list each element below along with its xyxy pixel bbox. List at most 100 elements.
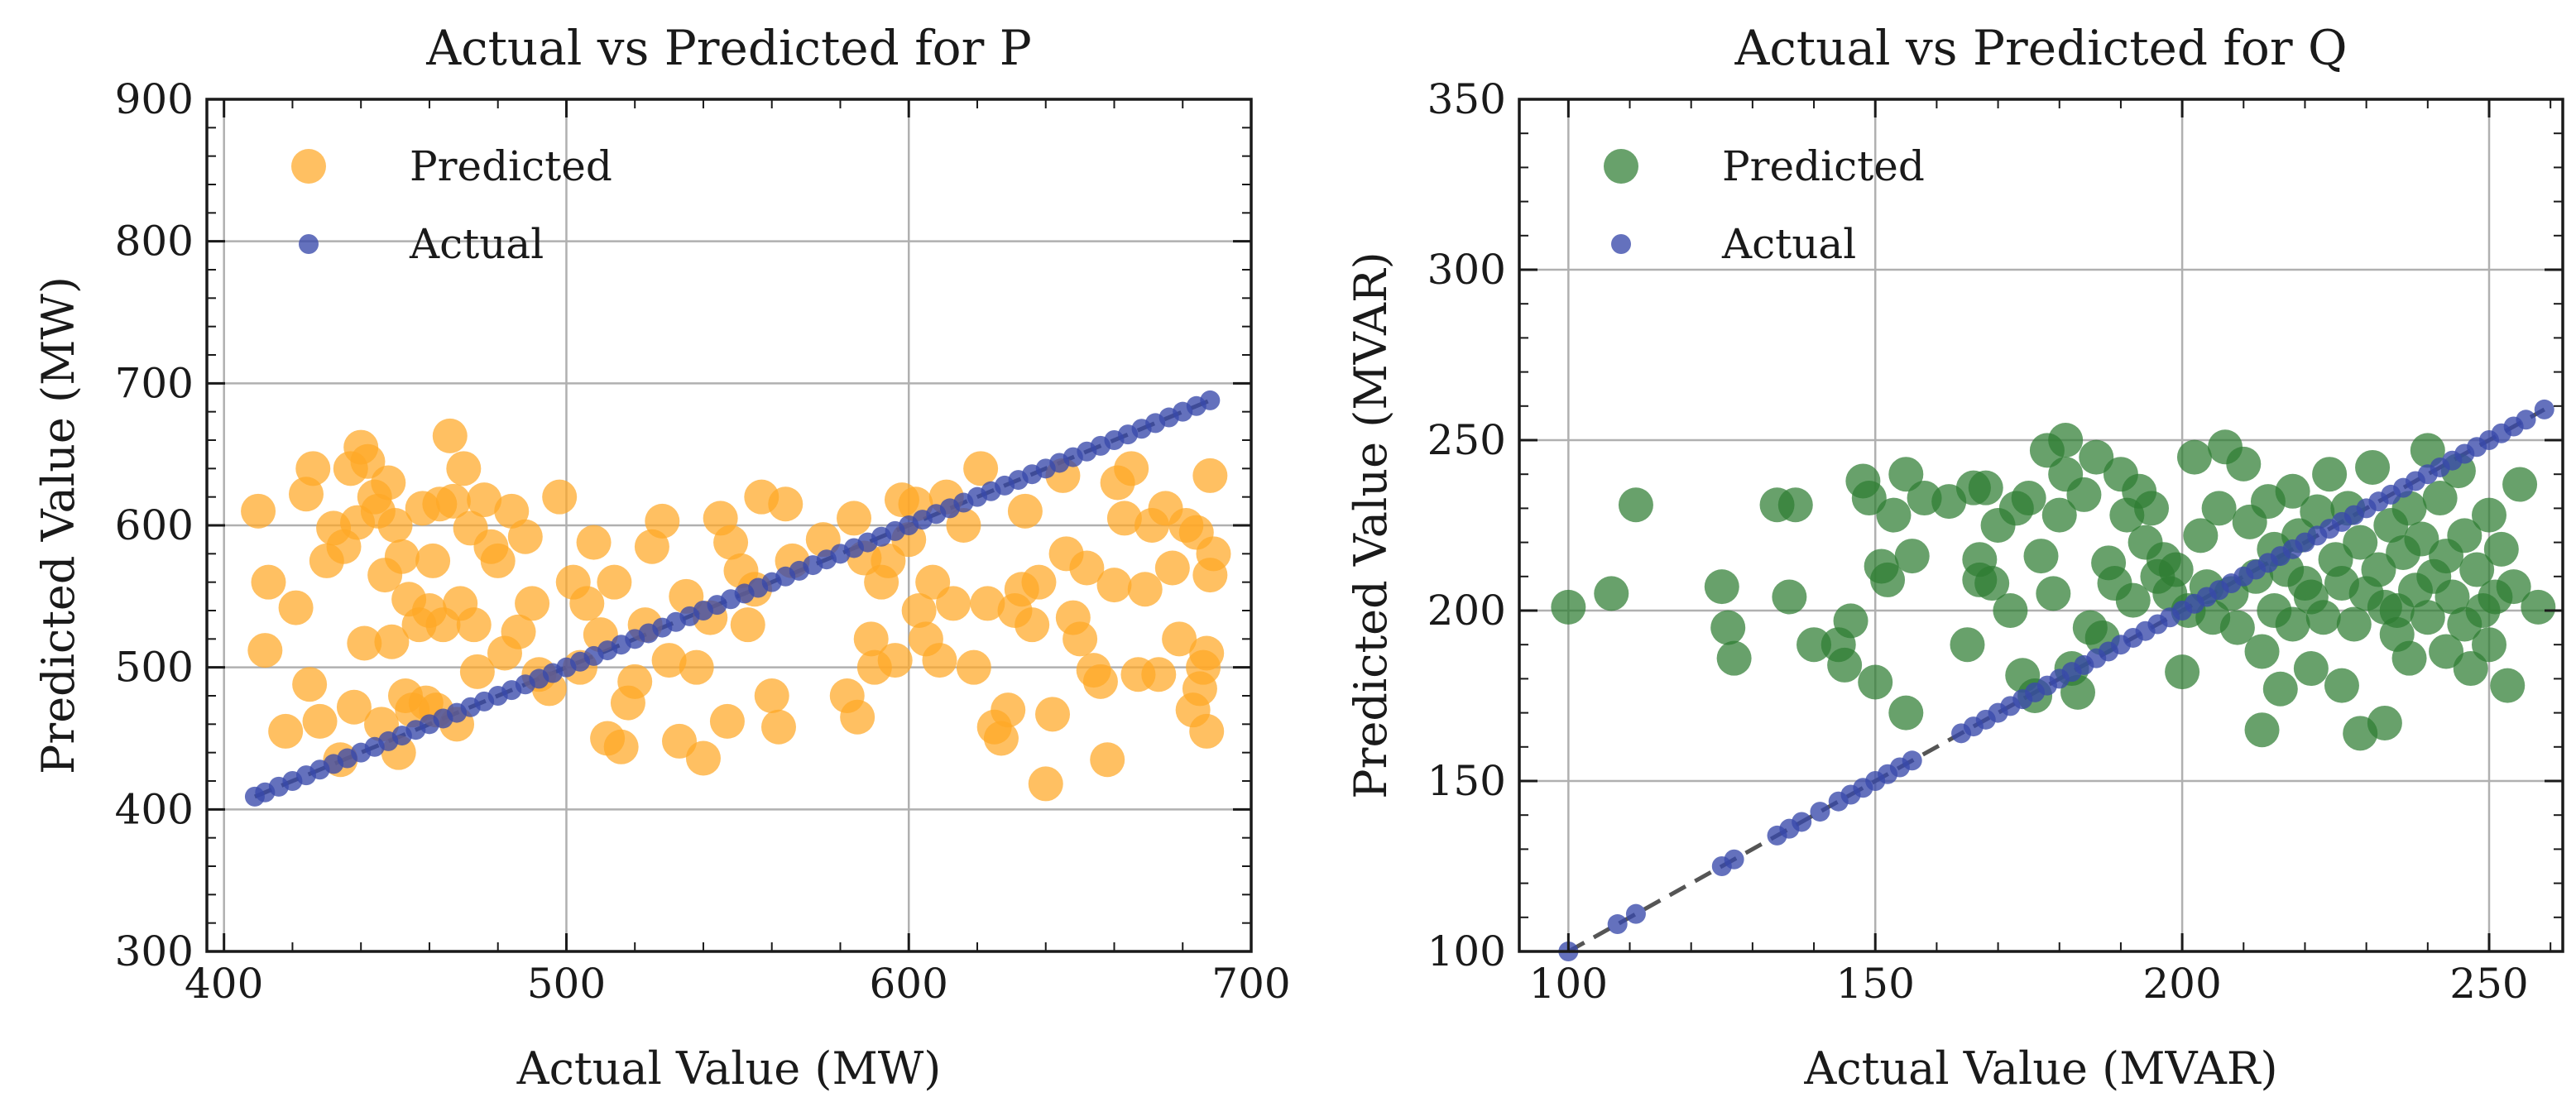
p-actual-point [1200,390,1221,410]
p-x-tick-label: 400 [185,960,263,1008]
q-predicted-point [2305,600,2341,635]
q-y-axis-label: Predicted Value (MVAR) [1345,252,1397,798]
q-predicted-point [2483,531,2519,567]
p-predicted-point [1162,621,1197,657]
p-predicted-point [268,713,304,749]
p-predicted-point [415,543,451,578]
q-title: Actual vs Predicted for Q [1734,20,2347,76]
q-predicted-point [2459,552,2495,587]
p-predicted-point [1127,572,1163,607]
q-predicted-point [2361,552,2396,587]
p-predicted-point [853,621,889,657]
p-predicted-point [501,614,536,649]
p-predicted-point [302,703,338,739]
p-y-tick-label: 900 [115,75,194,123]
p-predicted-point [662,723,698,759]
q-y-tick-label: 150 [1427,757,1506,805]
q-y-tick-label: 350 [1427,75,1506,123]
p-predicted-point [446,451,482,486]
p-x-tick-labels: 400 500 600 700 [185,960,1291,1008]
p-predicted-point [494,493,530,529]
q-actual-point [1902,750,1922,771]
p-predicted-point [247,633,283,668]
q-predicted-point [2471,497,2506,533]
p-predicted-point [617,664,653,699]
q-predicted-point [2060,674,2096,710]
p-predicted-point [576,525,612,560]
q-actual-point [2516,410,2536,430]
p-predicted-point [1106,501,1142,536]
p-predicted-point [713,525,749,560]
q-predicted-point [1888,695,1924,731]
q-predicted-point [2066,477,2102,512]
q-predicted-point [2404,521,2439,557]
p-predicted-point [645,503,680,539]
q-predicted-point [2244,712,2280,748]
q-predicted-point [2036,576,2071,611]
q-predicted-point [2011,481,2046,516]
p-predicted-point [679,649,714,685]
p-predicted-point [542,479,578,515]
p-legend-predicted-label: Predicted [410,142,612,190]
q-predicted-point [2336,606,2372,642]
q-predicted-point [2447,518,2482,553]
q-predicted-point [2422,481,2458,516]
q-predicted-series [1551,423,2556,751]
p-predicted-point [685,740,721,776]
p-predicted-point [241,493,276,529]
q-predicted-point [1833,603,1868,639]
p-x-tick-label: 600 [870,960,948,1008]
p-predicted-point [507,519,543,554]
q-predicted-point [2453,651,2488,687]
p-predicted-point [1096,568,1132,603]
q-predicted-point [1716,640,1752,676]
q-predicted-point [1551,589,1586,625]
q-actual-point [1625,903,1646,924]
q-predicted-point [2023,539,2059,574]
p-predicted-point [922,643,957,678]
q-predicted-point [2367,705,2402,740]
p-y-tick-label: 400 [115,785,194,833]
p-predicted-point [292,667,328,702]
q-predicted-point [2471,627,2506,663]
q-actual-point [2534,399,2554,419]
p-predicted-point [384,539,420,574]
p-predicted-point [347,625,382,661]
q-actual-point [1792,812,1812,832]
p-predicted-point [1196,536,1231,572]
q-x-tick-labels: 100 150 200 250 [1529,960,2529,1008]
chart-q: 100 150 200 250 100 150 200 250 300 350 Actual v… [1345,20,2564,1095]
p-y-tick-label: 800 [115,218,194,266]
q-predicted-point [2293,651,2329,687]
q-actual-point [1810,802,1830,822]
q-x-tick-label: 150 [1836,960,1915,1008]
q-predicted-point [2048,423,2084,458]
p-predicted-point [480,543,516,578]
q-predicted-point [2521,589,2556,625]
p-predicted-point [901,593,937,628]
p-predicted-point [669,578,704,614]
q-predicted-point [1618,487,1653,523]
q-predicted-point [2410,600,2445,635]
p-predicted-point [1189,713,1225,749]
q-predicted-point [2275,473,2310,509]
q-predicted-point [2115,582,2151,618]
q-x-axis-label: Actual Value (MVAR) [1803,1042,2277,1095]
q-actual-point [1724,849,1744,870]
q-predicted-point [2324,668,2359,703]
q-predicted-point [2219,610,2255,645]
p-predicted-point [432,418,468,453]
q-predicted-point [2226,446,2262,482]
q-legend-actual-label: Actual [1721,220,1856,268]
q-legend-actual-marker [1611,234,1631,254]
p-predicted-point [1154,550,1190,586]
p-predicted-point [1082,664,1118,699]
p-predicted-point [651,643,687,678]
p-y-axis-label: Predicted Value (MW) [32,276,84,774]
p-predicted-point [374,624,410,659]
p-predicted-point [278,590,314,625]
q-predicted-point [1870,562,1906,597]
q-predicted-point [2158,552,2194,587]
q-x-tick-label: 250 [2449,960,2528,1008]
